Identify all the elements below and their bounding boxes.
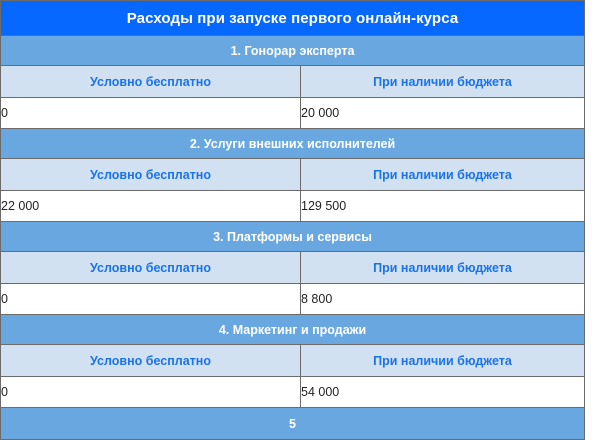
column-header-free-4: Условно бесплатно — [0, 344, 301, 377]
column-header-row: Условно бесплатно При наличии бюджета — [0, 158, 586, 191]
table-title-row: Расходы при запуске первого онлайн-курса — [0, 0, 586, 36]
table-title: Расходы при запуске первого онлайн-курса — [0, 0, 586, 36]
section-heading-row: 2. Услуги внешних исполнителей — [0, 128, 586, 159]
expenses-table: Расходы при запуске первого онлайн-курса… — [0, 0, 586, 440]
value-budget-2: 129 500 — [299, 190, 586, 222]
table-footer-row: 5 — [0, 407, 586, 440]
column-header-free-3: Условно бесплатно — [0, 251, 301, 284]
section-heading-4: 4. Маркетинг и продажи — [0, 314, 586, 345]
table-row: 22 000 129 500 — [0, 190, 586, 222]
section-heading-row: 3. Платформы и сервисы — [0, 221, 586, 252]
column-header-budget-3: При наличии бюджета — [299, 251, 586, 284]
section-heading-2: 2. Услуги внешних исполнителей — [0, 128, 586, 159]
column-header-row: Условно бесплатно При наличии бюджета — [0, 65, 586, 98]
value-budget-4: 54 000 — [299, 376, 586, 408]
column-header-free-2: Условно бесплатно — [0, 158, 301, 191]
table-row: 0 8 800 — [0, 283, 586, 315]
column-header-free-1: Условно бесплатно — [0, 65, 301, 98]
value-free-1: 0 — [0, 97, 301, 129]
column-header-budget-2: При наличии бюджета — [299, 158, 586, 191]
value-free-4: 0 — [0, 376, 301, 408]
table-footer: 5 — [0, 407, 586, 440]
section-heading-row: 4. Маркетинг и продажи — [0, 314, 586, 345]
table-row: 0 20 000 — [0, 97, 586, 129]
column-header-row: Условно бесплатно При наличии бюджета — [0, 251, 586, 284]
table-row: 0 54 000 — [0, 376, 586, 408]
value-budget-3: 8 800 — [299, 283, 586, 315]
value-budget-1: 20 000 — [299, 97, 586, 129]
section-heading-row: 1. Гонорар эксперта — [0, 35, 586, 66]
column-header-row: Условно бесплатно При наличии бюджета — [0, 344, 586, 377]
value-free-2: 22 000 — [0, 190, 301, 222]
column-header-budget-4: При наличии бюджета — [299, 344, 586, 377]
section-heading-1: 1. Гонорар эксперта — [0, 35, 586, 66]
value-free-3: 0 — [0, 283, 301, 315]
column-header-budget-1: При наличии бюджета — [299, 65, 586, 98]
section-heading-3: 3. Платформы и сервисы — [0, 221, 586, 252]
